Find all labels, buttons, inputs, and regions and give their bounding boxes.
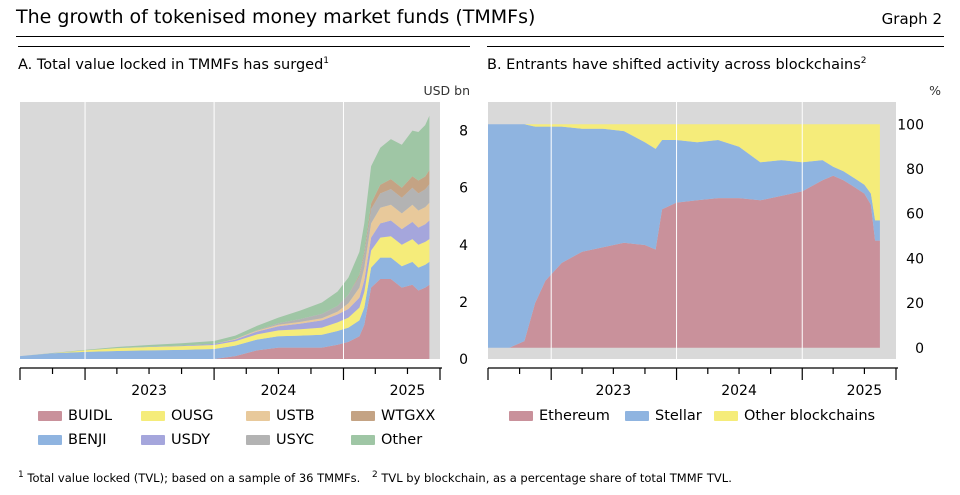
legend-item-ethereum: Ethereum	[509, 408, 610, 424]
legend-label: Other	[381, 432, 423, 448]
panel-b-xtick-label: 2025	[847, 383, 883, 399]
panel-b-unit: %	[929, 83, 941, 98]
panel-a-series-ousg	[20, 236, 430, 357]
legend-item-usyc: USYC	[246, 432, 314, 448]
legend-item-other: Other	[351, 432, 422, 448]
legend-swatch	[38, 435, 62, 445]
legend-label: USDY	[171, 432, 211, 448]
legend-item-buidl: BUIDL	[38, 408, 112, 424]
panel-b-series-other-blockchains	[488, 124, 880, 221]
legend-label: BUIDL	[68, 408, 113, 424]
panel-b-xtick-label: 2024	[721, 383, 757, 399]
panel-a-rule	[18, 46, 470, 47]
legend-label: WTGXX	[381, 408, 436, 424]
legend-label: BENJI	[68, 432, 107, 448]
panel-b-ytick-label: 20	[906, 296, 924, 312]
panel-a-title-text: A. Total value locked in TMMFs has surge…	[18, 56, 324, 73]
panel-b-rule	[487, 46, 944, 47]
footnote-2-text: TVL by blockchain, as a percentage share…	[381, 470, 732, 485]
legend-swatch	[141, 435, 165, 445]
legend-item-usdy: USDY	[141, 432, 210, 448]
panel-b-series-ethereum	[488, 175, 880, 348]
legend-label: OUSG	[171, 408, 214, 424]
panel-b-ytick-label: 60	[906, 207, 924, 223]
legend-swatch	[509, 411, 533, 421]
panel-b-ytick-label: 100	[897, 117, 924, 133]
panel-a-xtick-label: 2023	[131, 383, 167, 399]
panel-a-series-usyc	[20, 184, 430, 357]
footnotes: 1 Total value locked (TVL); based on a s…	[18, 470, 732, 485]
panel-a-footnote-mark: 1	[323, 56, 330, 66]
legend-label: Other blockchains	[744, 408, 876, 424]
panel-b-footnote-mark: 2	[860, 56, 867, 66]
legend-swatch	[625, 411, 649, 421]
legend-swatch	[714, 411, 738, 421]
panel-a-xtick-label: 2025	[390, 383, 426, 399]
legend-label: Ethereum	[539, 408, 610, 424]
panel-a-xtick-label: 2024	[261, 383, 297, 399]
footnote-1-text: Total value locked (TVL); based on a sam…	[27, 470, 361, 485]
legend-item-ousg: OUSG	[141, 408, 213, 424]
panel-b-series-stellar	[488, 124, 880, 348]
legend-swatch	[141, 411, 165, 421]
footnote-1-mark: 1	[18, 470, 24, 480]
legend-item-benji: BENJI	[38, 432, 107, 448]
legend-label: Stellar	[655, 408, 702, 424]
title-rule	[16, 36, 944, 37]
panel-b-xtick-label: 2023	[596, 383, 632, 399]
panel-a-series-buidl	[20, 279, 430, 359]
panel-b-title: B. Entrants have shifted activity across…	[487, 56, 867, 73]
footnote-2-mark: 2	[371, 470, 378, 480]
legend-item-other-blockchains: Other blockchains	[714, 408, 875, 424]
legend-swatch	[38, 411, 62, 421]
graph-title: The growth of tokenised money market fun…	[16, 6, 536, 28]
graph-number: Graph 2	[881, 10, 942, 28]
legend-item-wtgxx: WTGXX	[351, 408, 435, 424]
panel-a-series-ustb	[20, 202, 430, 357]
panel-b-ytick-label: 80	[906, 162, 924, 178]
legend-item-ustb: USTB	[246, 408, 315, 424]
panel-a-ytick-label: 8	[459, 124, 468, 140]
legend-label: USTB	[276, 408, 315, 424]
legend-swatch	[246, 411, 270, 421]
panel-a-title: A. Total value locked in TMMFs has surge…	[18, 56, 329, 73]
panel-a-ytick-label: 4	[459, 238, 468, 254]
panel-b-title-text: B. Entrants have shifted activity across…	[487, 56, 861, 73]
panel-a-unit: USD bn	[423, 83, 470, 98]
panel-b-ytick-label: 0	[915, 341, 924, 357]
legend-swatch	[351, 435, 375, 445]
legend-item-stellar: Stellar	[625, 408, 702, 424]
panel-a-ytick-label: 0	[459, 352, 468, 368]
legend-swatch	[351, 411, 375, 421]
legend-swatch	[246, 435, 270, 445]
panel-a-ytick-label: 6	[459, 181, 468, 197]
panel-a-series-benji	[20, 257, 430, 359]
panel-a-series-wtgxx	[20, 170, 430, 357]
panel-b-ytick-label: 40	[906, 251, 924, 267]
legend-label: USYC	[276, 432, 315, 448]
panel-a-series-usdy	[20, 220, 430, 357]
panel-a-ytick-label: 2	[459, 295, 468, 311]
